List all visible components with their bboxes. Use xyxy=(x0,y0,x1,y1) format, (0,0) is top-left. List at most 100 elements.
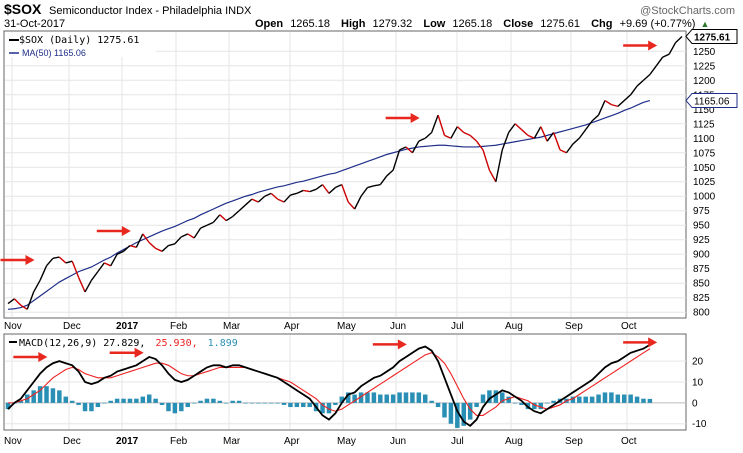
price-segment xyxy=(335,184,343,189)
value-tag-box xyxy=(685,28,738,44)
price-segment xyxy=(20,304,28,310)
histogram-bar xyxy=(5,402,11,410)
histogram-bar xyxy=(166,402,171,412)
price-segment xyxy=(668,42,677,55)
price-segment xyxy=(110,253,118,267)
histogram-bar xyxy=(198,400,203,403)
arrow-head xyxy=(134,347,144,358)
price-y-tick: 950 xyxy=(693,221,710,232)
low-label: Low xyxy=(423,18,445,30)
histogram-bar xyxy=(89,402,94,412)
price-y-tick: 825 xyxy=(693,293,710,304)
price-y-tick: 850 xyxy=(693,279,710,290)
price-segment xyxy=(270,192,279,200)
histogram-bar xyxy=(326,402,332,414)
histogram-bar xyxy=(76,402,81,405)
histogram-bar xyxy=(429,400,434,403)
price-segment xyxy=(26,291,35,310)
price-segment xyxy=(373,183,381,187)
macd-y-axis: -10 0 10 20 xyxy=(692,357,707,431)
watermark: @StockCharts.com xyxy=(640,5,735,17)
price-segment xyxy=(251,198,259,203)
histogram-bar xyxy=(500,392,505,403)
price-segment xyxy=(245,198,253,206)
macd-line xyxy=(7,344,651,427)
price-segment xyxy=(277,198,285,203)
x-tick-label: Feb xyxy=(170,321,188,332)
histogram-bar xyxy=(217,400,223,403)
price-segment xyxy=(578,129,587,139)
price-segment xyxy=(354,195,362,210)
histogram-bar xyxy=(224,402,229,404)
histogram-bar xyxy=(493,390,499,403)
arrow-head xyxy=(410,112,420,123)
histogram-bar xyxy=(31,390,36,403)
price-y-tick: 1125 xyxy=(693,119,715,130)
macd-gridlines xyxy=(5,335,686,429)
price-segment xyxy=(463,131,471,137)
price-segment xyxy=(181,233,189,238)
price-segment xyxy=(303,189,310,193)
histogram-bar xyxy=(63,396,69,403)
histogram-bar xyxy=(102,402,107,404)
histogram-bar xyxy=(467,402,473,420)
histogram-bar xyxy=(589,396,595,403)
value-tag-text: 1.899 xyxy=(692,0,717,3)
legend-macd-text: MACD(12,26,9) 27.829, 25.930, 1.899 xyxy=(19,338,238,349)
histogram-bar xyxy=(121,398,126,403)
price-segment xyxy=(321,184,330,194)
price-segment xyxy=(168,243,176,247)
price-value-tags: 1275.61 1165.06 xyxy=(685,28,738,109)
price-segment xyxy=(65,260,73,264)
price-segment xyxy=(488,169,497,183)
price-segment xyxy=(193,227,202,239)
red-arrow-icon xyxy=(0,255,35,266)
price-segment xyxy=(572,137,580,145)
histogram-bar xyxy=(474,402,479,408)
price-segment xyxy=(116,250,124,255)
price-segment xyxy=(7,298,15,305)
price-segment xyxy=(604,99,612,106)
histogram-bar xyxy=(371,392,377,403)
price-segment xyxy=(476,140,484,151)
arrow-head xyxy=(648,337,658,348)
price-y-tick: 800 xyxy=(693,308,710,319)
histogram-bar xyxy=(519,402,524,405)
price-segment xyxy=(617,100,625,107)
price-segment xyxy=(257,195,266,203)
price-segment xyxy=(456,126,465,133)
index-name: Semiconductor Index - Philadelphia INDX xyxy=(49,5,252,17)
histogram-bar xyxy=(422,394,428,403)
histogram-bar xyxy=(275,402,280,404)
chg-up-icon: ▲ xyxy=(700,19,709,29)
high-label: High xyxy=(341,18,366,30)
histogram-bar xyxy=(544,402,550,404)
x-tick-label: 2017 xyxy=(116,436,139,447)
price-segment xyxy=(155,247,163,252)
price-segment xyxy=(347,201,356,210)
price-segment xyxy=(39,265,48,281)
ohlc-bar: Open 1265.18 High 1279.32 Low 1265.18 Cl… xyxy=(255,18,709,30)
price-segment xyxy=(643,73,651,81)
price-segment xyxy=(148,242,157,249)
price-segment xyxy=(392,149,401,171)
price-segment xyxy=(123,245,131,252)
arrow-head xyxy=(121,226,131,237)
price-segment xyxy=(597,100,606,116)
histogram-bar xyxy=(435,402,441,408)
price-segment xyxy=(77,277,86,293)
macd-y-tick: 20 xyxy=(692,357,704,368)
histogram-bar xyxy=(268,402,274,404)
histogram-bar xyxy=(577,396,582,403)
histogram-bar xyxy=(641,398,646,403)
price-segment xyxy=(238,204,246,212)
histogram-bar xyxy=(211,398,216,403)
histogram-bar xyxy=(448,402,454,424)
price-panel: 800 825 850 875 900 925 950 975 1000 1025 1050 1075… xyxy=(3,28,738,319)
price-segment xyxy=(540,126,548,142)
price-segment xyxy=(424,131,433,139)
price-segment xyxy=(533,126,542,139)
histogram-bar xyxy=(339,396,345,403)
histogram-bar xyxy=(185,402,190,408)
